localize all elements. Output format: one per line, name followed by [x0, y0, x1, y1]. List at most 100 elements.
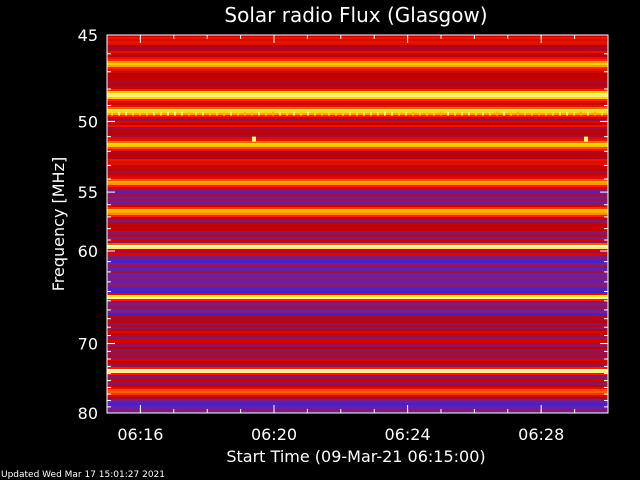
frequency-row [107, 71, 608, 73]
frequency-row [107, 397, 608, 399]
frequency-row [107, 227, 608, 229]
emission-dot [482, 111, 484, 116]
frequency-row [107, 381, 608, 383]
frequency-row [107, 311, 608, 313]
bright-spot [584, 136, 588, 142]
emission-dot [293, 111, 295, 116]
frequency-row [107, 229, 608, 231]
frequency-row [107, 67, 608, 69]
emission-dot [125, 111, 127, 116]
emission-dot [195, 111, 197, 116]
frequency-row [107, 197, 608, 199]
emission-dot [475, 111, 477, 116]
frequency-row [107, 391, 608, 393]
frequency-row [107, 279, 608, 281]
emission-dot [587, 111, 589, 116]
frequency-row [107, 385, 608, 387]
emission-dot [496, 111, 498, 116]
frequency-row [107, 353, 608, 355]
frequency-row [107, 37, 608, 39]
frequency-row [107, 333, 608, 335]
frequency-row [107, 357, 608, 359]
frequency-row [107, 325, 608, 327]
frequency-row [107, 211, 608, 213]
frequency-row [107, 361, 608, 363]
frequency-row [107, 149, 608, 151]
frequency-row [107, 147, 608, 149]
emission-dot [454, 111, 456, 116]
frequency-row [107, 181, 608, 183]
emission-dot [174, 111, 176, 116]
frequency-row [107, 255, 608, 257]
frequency-row [107, 355, 608, 357]
frequency-row [107, 221, 608, 223]
frequency-row [107, 317, 608, 319]
frequency-row [107, 291, 608, 293]
frequency-row [107, 91, 608, 93]
frequency-row [107, 189, 608, 191]
frequency-row [107, 349, 608, 351]
frequency-row [107, 167, 608, 169]
frequency-row [107, 53, 608, 55]
frequency-row [107, 335, 608, 337]
frequency-row [107, 199, 608, 201]
emission-dot [545, 111, 547, 116]
frequency-row [107, 243, 608, 245]
emission-dot [146, 111, 148, 116]
frequency-row [107, 131, 608, 133]
frequency-row [107, 345, 608, 347]
frequency-row [107, 153, 608, 155]
frequency-row [107, 387, 608, 389]
frequency-row [107, 273, 608, 275]
y-tick-label: 60 [78, 242, 98, 261]
frequency-row [107, 79, 608, 81]
frequency-row [107, 339, 608, 341]
frequency-row [107, 343, 608, 345]
frequency-row [107, 49, 608, 51]
emission-dot [286, 111, 288, 116]
emission-dot [118, 111, 120, 116]
frequency-row [107, 217, 608, 219]
emission-dot [328, 111, 330, 116]
emission-dot [503, 111, 505, 116]
frequency-row [107, 389, 608, 391]
frequency-row [107, 367, 608, 369]
frequency-row [107, 393, 608, 395]
emission-dot [251, 111, 253, 116]
frequency-row [107, 411, 608, 413]
frequency-row [107, 307, 608, 309]
frequency-row [107, 73, 608, 75]
frequency-row [107, 157, 608, 159]
emission-dot [489, 111, 491, 116]
x-axis-label: Start Time (09-Mar-21 06:15:00) [226, 447, 485, 466]
emission-dot [321, 111, 323, 116]
emission-dot [167, 111, 169, 116]
frequency-row [107, 277, 608, 279]
frequency-row [107, 107, 608, 109]
frequency-row [107, 281, 608, 283]
frequency-row [107, 193, 608, 195]
emission-dot [524, 111, 526, 116]
frequency-row [107, 151, 608, 153]
x-tick-label: 06:16 [117, 425, 163, 444]
frequency-row [107, 163, 608, 165]
emission-dot [461, 111, 463, 116]
frequency-row [107, 89, 608, 91]
frequency-row [107, 39, 608, 41]
frequency-row [107, 267, 608, 269]
emission-dot [363, 111, 365, 116]
frequency-row [107, 299, 608, 301]
emission-dot [265, 111, 267, 116]
x-tick-label: 06:20 [251, 425, 297, 444]
emission-dot [601, 111, 603, 116]
frequency-row [107, 301, 608, 303]
x-axis: 06:16 06:20 06:24 06:28 [117, 35, 576, 444]
frequency-row [107, 219, 608, 221]
frequency-row [107, 373, 608, 375]
frequency-row [107, 207, 608, 209]
emission-dot [160, 111, 162, 116]
emission-dot [335, 111, 337, 116]
y-axis-label: Frequency [MHz] [49, 157, 68, 291]
x-tick-label: 06:24 [385, 425, 431, 444]
frequency-row [107, 133, 608, 135]
